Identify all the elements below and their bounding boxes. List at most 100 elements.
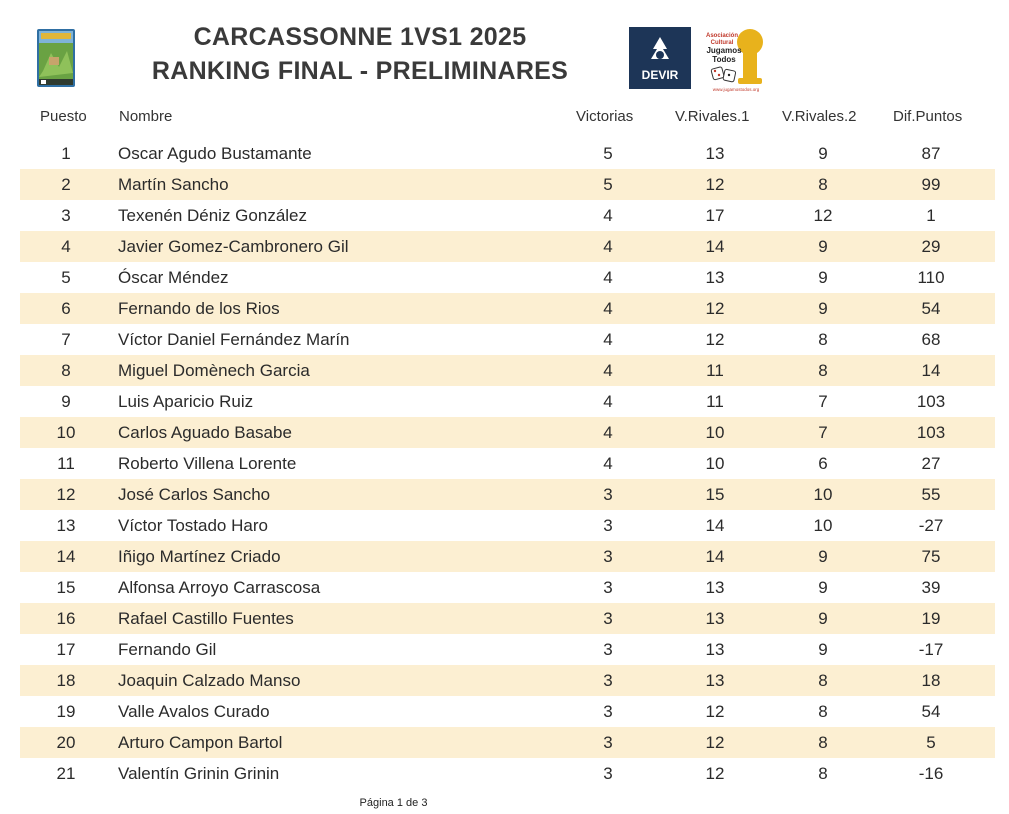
rivales2-cell: 9 — [818, 268, 828, 287]
rivales2-cell: 9 — [818, 640, 828, 659]
title-line-1: CARCASSONNE 1VS1 2025 — [193, 23, 527, 51]
victorias-cell: 4 — [603, 330, 613, 349]
name-cell: Roberto Villena Lorente — [118, 454, 297, 473]
dif-puntos-cell: 1 — [926, 206, 936, 225]
rivales2-cell: 8 — [818, 764, 828, 783]
name-cell: Fernando de los Rios — [118, 299, 280, 318]
victorias-cell: 4 — [603, 206, 613, 225]
dif-puntos-cell: 5 — [926, 733, 936, 752]
rivales2-cell: 9 — [818, 144, 828, 163]
table-row: 1 Oscar Agudo Bustamante 5 13 9 87 — [20, 138, 995, 169]
col-header-rivales1: V.Rivales.1 — [675, 108, 750, 125]
table-row: 17 Fernando Gil 3 13 9 -17 — [20, 634, 995, 665]
rivales2-cell: 8 — [818, 175, 828, 194]
rivales1-cell: 13 — [705, 144, 725, 163]
rivales1-cell: 11 — [706, 392, 724, 411]
name-cell: Valle Avalos Curado — [118, 702, 270, 721]
dif-puntos-cell: 29 — [921, 237, 941, 256]
rivales1-cell: 12 — [705, 175, 725, 194]
victorias-cell: 5 — [603, 175, 613, 194]
page-number: Página 1 de 3 — [359, 797, 428, 809]
dif-puntos-cell: 87 — [921, 144, 941, 163]
position-cell: 18 — [56, 671, 76, 690]
table-row: 15 Alfonsa Arroyo Carrascosa 3 13 9 39 — [20, 572, 995, 603]
rivales2-cell: 9 — [818, 609, 828, 628]
rivales2-cell: 12 — [813, 206, 833, 225]
name-cell: Oscar Agudo Bustamante — [118, 144, 312, 163]
table-row: 8 Miguel Domènech Garcia 4 11 8 14 — [20, 355, 995, 386]
name-cell: Javier Gomez-Cambronero Gil — [118, 237, 349, 256]
jt-logo-line-2: Cultural — [711, 40, 734, 46]
rivales1-cell: 17 — [705, 206, 725, 225]
victorias-cell: 3 — [603, 516, 613, 535]
rivales1-cell: 13 — [705, 671, 725, 690]
jt-logo-line-4: Todos — [712, 55, 736, 64]
position-cell: 15 — [56, 578, 76, 597]
table-row: 21 Valentín Grinin Grinin 3 12 8 -16 — [20, 758, 995, 789]
position-cell: 13 — [56, 516, 76, 535]
position-cell: 21 — [56, 764, 76, 783]
devir-logo: DEVIR — [629, 27, 691, 89]
title-line-2: RANKING FINAL - PRELIMINARES — [151, 57, 569, 85]
victorias-cell: 3 — [603, 671, 613, 690]
position-cell: 9 — [61, 392, 71, 411]
rivales1-cell: 14 — [705, 516, 725, 535]
dif-puntos-cell: 68 — [921, 330, 941, 349]
table-row: 12 José Carlos Sancho 3 15 10 55 — [20, 479, 995, 510]
dif-puntos-cell: 55 — [921, 485, 941, 504]
rivales2-cell: 6 — [818, 454, 828, 473]
dif-puntos-cell: 75 — [921, 547, 941, 566]
rivales1-cell: 14 — [705, 547, 725, 566]
ranking-table: 1 Oscar Agudo Bustamante 5 13 9 87 2 Martín San… — [20, 138, 995, 789]
dif-puntos-cell: 18 — [921, 671, 941, 690]
rivales1-cell: 12 — [705, 299, 725, 318]
table-row: 20 Arturo Campon Bartol 3 12 8 5 — [20, 727, 995, 758]
dif-puntos-cell: 19 — [921, 609, 941, 628]
position-cell: 16 — [56, 609, 76, 628]
dif-puntos-cell: -16 — [918, 764, 944, 783]
victorias-cell: 3 — [603, 733, 613, 752]
dif-puntos-cell: -17 — [918, 640, 944, 659]
position-cell: 11 — [57, 454, 75, 473]
table-row: 5 Óscar Méndez 4 13 9 110 — [20, 262, 995, 293]
rivales2-cell: 8 — [818, 330, 828, 349]
rivales2-cell: 9 — [818, 547, 828, 566]
col-header-nombre: Nombre — [119, 108, 173, 125]
rivales2-cell: 7 — [818, 423, 828, 442]
table-row: 14 Iñigo Martínez Criado 3 14 9 75 — [20, 541, 995, 572]
rivales2-cell: 8 — [818, 671, 828, 690]
victorias-cell: 5 — [603, 144, 613, 163]
name-cell: Miguel Domènech Garcia — [118, 361, 310, 380]
victorias-cell: 3 — [603, 609, 613, 628]
position-cell: 10 — [56, 423, 76, 442]
dif-puntos-cell: 103 — [916, 423, 946, 442]
victorias-cell: 4 — [603, 423, 613, 442]
victorias-cell: 4 — [603, 268, 613, 287]
position-cell: 7 — [61, 330, 71, 349]
position-cell: 3 — [61, 206, 71, 225]
position-cell: 6 — [61, 299, 71, 318]
victorias-cell: 3 — [603, 485, 613, 504]
victorias-cell: 3 — [603, 764, 613, 783]
table-row: 3 Texenén Déniz González 4 17 12 1 — [20, 200, 995, 231]
position-cell: 2 — [61, 175, 71, 194]
rivales1-cell: 13 — [705, 268, 725, 287]
position-cell: 8 — [61, 361, 71, 380]
jt-logo-line-1: Asociación — [706, 33, 738, 39]
rivales1-cell: 12 — [705, 764, 725, 783]
rivales2-cell: 8 — [818, 702, 828, 721]
victorias-cell: 4 — [603, 361, 613, 380]
name-cell: Joaquin Calzado Manso — [118, 671, 301, 690]
dif-puntos-cell: 39 — [921, 578, 941, 597]
position-cell: 20 — [56, 733, 76, 752]
position-cell: 12 — [56, 485, 76, 504]
table-row: 7 Víctor Daniel Fernández Marín 4 12 8 68 — [20, 324, 995, 355]
devir-logo-text: DEVIR — [642, 68, 679, 82]
rivales1-cell: 15 — [705, 485, 725, 504]
jt-logo-url: www.jugamostodos.org — [713, 87, 760, 92]
dif-puntos-cell: 54 — [921, 299, 941, 318]
col-header-rivales2: V.Rivales.2 — [782, 108, 857, 125]
jt-logo-line-3: Jugamos — [706, 46, 742, 55]
name-cell: Óscar Méndez — [118, 268, 229, 287]
name-cell: Rafael Castillo Fuentes — [118, 609, 294, 628]
